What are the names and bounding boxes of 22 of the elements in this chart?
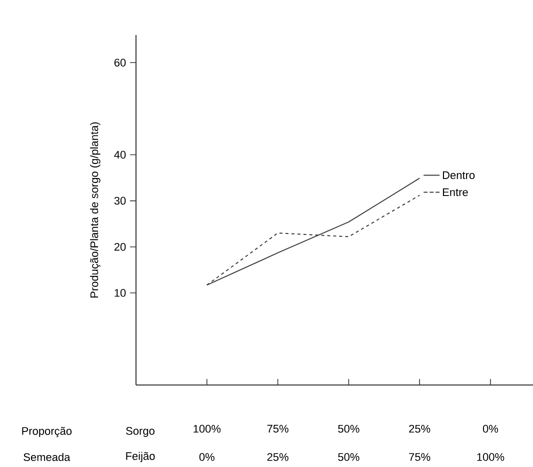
legend-label: Dentro	[442, 171, 475, 180]
text: 50%	[338, 453, 360, 461]
y-tick-label: 20	[114, 242, 126, 251]
text: Sorgo	[126, 427, 154, 437]
x-tick-label: 25%	[409, 424, 430, 433]
x-tick-label: 75%	[267, 424, 288, 433]
y-tick-label: 10	[114, 288, 126, 297]
text: Feijão	[126, 452, 155, 462]
x-tick-label: 0%	[482, 424, 498, 433]
x-tick-label: 50%	[338, 424, 360, 433]
text: 0%	[199, 453, 214, 461]
text: 100%	[477, 453, 504, 461]
y-tick-label: 40	[114, 150, 126, 159]
y-tick-label: 30	[114, 196, 126, 205]
text: Semeada	[24, 452, 70, 462]
x-tick-label: 100%	[194, 424, 221, 433]
text: Proporção	[22, 426, 72, 438]
y-tick-label: 60	[114, 58, 126, 67]
text: 25%	[267, 453, 288, 461]
y-axis-title: Produção/Planta de sorgo (g/planta)	[90, 122, 100, 298]
legend-label: Entre	[442, 188, 468, 196]
text: 75%	[409, 453, 430, 461]
